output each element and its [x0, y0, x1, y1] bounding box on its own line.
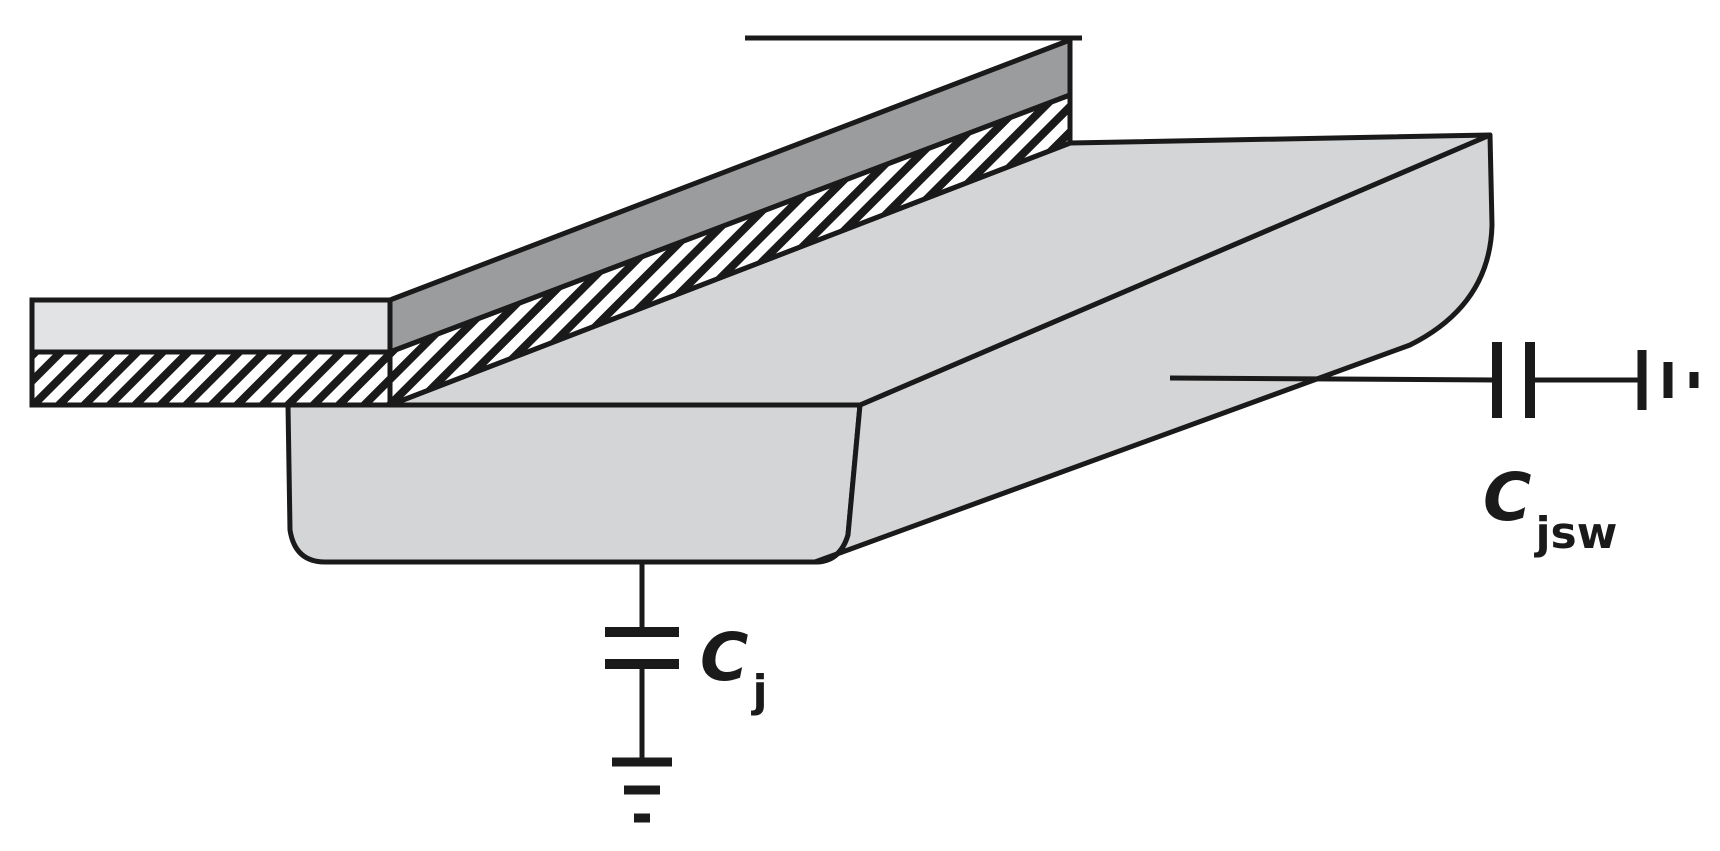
diffusion-front-face	[285, 402, 863, 565]
sidewall-capacitor-circuit	[1169, 342, 1699, 418]
bottom-cap-label: Cj	[700, 619, 768, 717]
bottom-capacitor-circuit	[605, 562, 679, 823]
sidewall-cap-label: Cjsw	[1483, 459, 1617, 559]
poly-left-segment	[29, 297, 393, 355]
sidewall-cap-lead-left	[1169, 375, 1498, 383]
diffusion-region	[285, 132, 1495, 565]
ground-icon	[1637, 350, 1699, 410]
gate-stack	[29, 35, 1082, 408]
oxide-left-segment	[29, 349, 393, 408]
ground-icon	[612, 757, 672, 823]
diffusion-side-face	[812, 132, 1495, 565]
